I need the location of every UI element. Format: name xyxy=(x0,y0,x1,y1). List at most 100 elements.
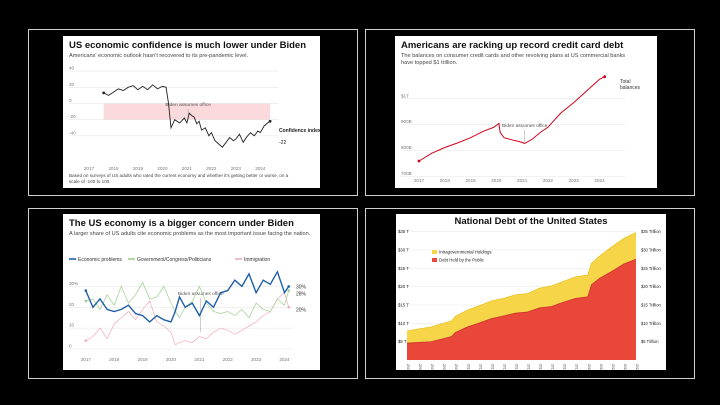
x-tick-label: 2020 xyxy=(157,166,168,171)
x-tick-label: 2014 xyxy=(515,364,519,370)
end-point xyxy=(287,285,291,288)
intragovernmental-edge xyxy=(406,232,637,332)
end-point xyxy=(268,119,272,123)
x-tick-label: 2019 xyxy=(137,357,148,362)
x-tick-label: 2023 xyxy=(251,357,262,362)
y-tick-label: -20 xyxy=(69,114,76,119)
x-tick-label: 2012 xyxy=(490,364,494,370)
x-tick-label: 2011 xyxy=(478,364,482,370)
legend-label: Immigration xyxy=(244,257,270,263)
annotation-label: Biden assumes office xyxy=(502,123,548,129)
legend-label: Economic problems xyxy=(78,257,122,263)
y-tick-label: 20 xyxy=(69,82,75,87)
confidence-line xyxy=(103,84,271,148)
economy-concern-chart: Economic problems Government/Congress/Pol… xyxy=(69,257,307,362)
public-debt-area xyxy=(407,259,636,360)
x-tick-label: 2020 xyxy=(166,357,177,362)
x-tick-label: 2024 xyxy=(594,178,605,183)
y-tick-label-right: $20 Trillion xyxy=(641,284,662,289)
pre-pandemic-shade xyxy=(103,103,271,120)
public-debt-edge xyxy=(406,258,637,344)
y-tick-label: 0 xyxy=(69,344,72,349)
x-tick-label: 2022 xyxy=(543,178,554,183)
end-value-label: 30% xyxy=(296,284,307,290)
y-tick-label-right: $30 Trillion xyxy=(641,248,662,253)
end-label-line2: balances xyxy=(620,85,641,91)
national-debt-chart: $35 T $35 Trillion $30 T $30 Trillion $25 T $… xyxy=(398,229,662,370)
legend-swatch xyxy=(432,258,437,262)
x-tick-label: 2019 xyxy=(465,178,476,183)
economy-concern-card: The US economy is a bigger concern under… xyxy=(63,214,320,370)
x-tick-label: 2015 xyxy=(527,364,531,370)
y-tick-label: -40 xyxy=(69,130,76,135)
x-tick-label: 2017 xyxy=(84,166,95,171)
x-tick-label: 2017 xyxy=(414,178,425,183)
x-tick-label: 2024 xyxy=(635,364,639,370)
x-tick-label: 2024 xyxy=(255,166,266,171)
legend-label: Debt Held by the Public xyxy=(439,258,485,263)
y-tick-label-left: $20 T xyxy=(398,284,409,289)
credit-debt-line xyxy=(418,76,605,162)
x-tick-label: 2022 xyxy=(206,166,217,171)
x-tick-label: 2016 xyxy=(539,364,543,370)
chart-subtitle: Americans' economic outlook hasn't recov… xyxy=(69,53,249,59)
end-point xyxy=(287,289,291,292)
y-tick-label-left: $5 T xyxy=(398,339,407,344)
x-tick-label: 2021 xyxy=(599,364,603,370)
end-value-label: 28% xyxy=(296,292,307,298)
y-tick-label: 700B xyxy=(401,171,412,176)
x-tick-label: 2020 xyxy=(491,178,502,183)
x-tick-label: 2023 xyxy=(569,178,580,183)
legend-label: Government/Congress/Politicians xyxy=(137,257,212,263)
y-tick-label: 0 xyxy=(69,98,72,103)
legend-swatch xyxy=(432,250,437,254)
start-point xyxy=(84,299,88,303)
y-tick-label: $1T xyxy=(401,93,409,98)
end-point xyxy=(287,305,291,309)
chart-title: National Debt of the United States xyxy=(454,216,608,227)
x-tick-label: 2021 xyxy=(517,178,528,183)
x-tick-label: 2019 xyxy=(575,364,579,370)
national-debt-card: National Debt of the United States $35 T… xyxy=(396,214,666,370)
y-tick-label-left: $10 T xyxy=(398,321,409,326)
y-tick-label-left: $15 T xyxy=(398,303,409,308)
x-tick-label: 2007 xyxy=(430,364,434,370)
y-tick-label-left: $30 T xyxy=(398,248,409,253)
chart-subtitle: A larger share of US adults cite economi… xyxy=(69,231,311,237)
x-tick-label: 2018 xyxy=(108,166,119,171)
x-tick-label: 2013 xyxy=(502,364,506,370)
y-tick-label: 800B xyxy=(401,145,412,150)
y-tick-label-right: $35 Trillion xyxy=(641,229,662,234)
y-tick-label: 10 xyxy=(69,323,75,328)
start-point xyxy=(417,159,421,163)
y-tick-label: 900B xyxy=(401,119,412,124)
x-tick-label: 2021 xyxy=(182,166,193,171)
x-tick-label: 2017 xyxy=(551,364,555,370)
x-tick-label: 2008 xyxy=(442,364,446,370)
x-tick-label: 2024 xyxy=(279,357,290,362)
y-tick-label-right: $25 Trillion xyxy=(641,266,662,271)
y-tick-label-right: $15 Trillion xyxy=(641,303,662,308)
start-point xyxy=(84,289,88,292)
chart-title: The US economy is a bigger concern under… xyxy=(69,218,294,229)
x-tick-label: 2009 xyxy=(454,364,458,370)
chart-title: Americans are racking up record credit c… xyxy=(401,40,624,51)
y-tick-label: 40 xyxy=(69,66,75,71)
end-label-line1: Total xyxy=(620,79,631,85)
economic-confidence-card: US economic confidence is much lower und… xyxy=(63,36,320,188)
y-tick-label: 30% xyxy=(69,281,78,286)
chart-subtitle: The balances on consumer credit cards an… xyxy=(401,53,626,66)
y-tick-label: 20 xyxy=(69,302,75,307)
x-tick-label: 2023 xyxy=(231,166,242,171)
start-point xyxy=(102,91,106,95)
economic-confidence-chart: 40 20 0 -20 -40 2017 2018 2019 2020 2021 2022 2023 2… xyxy=(69,66,320,171)
legend-label: Intragovernmental Holdings xyxy=(439,250,492,255)
y-tick-label-left: $25 T xyxy=(398,266,409,271)
x-tick-label: 2022 xyxy=(223,357,234,362)
y-tick-label-right: $5 Trillion xyxy=(641,339,659,344)
x-tick-label: 2022 xyxy=(611,364,615,370)
chart-title: US economic confidence is much lower und… xyxy=(69,40,307,51)
annotation-label: Biden assumes office xyxy=(165,102,211,108)
end-label: Confidence index xyxy=(279,128,320,134)
